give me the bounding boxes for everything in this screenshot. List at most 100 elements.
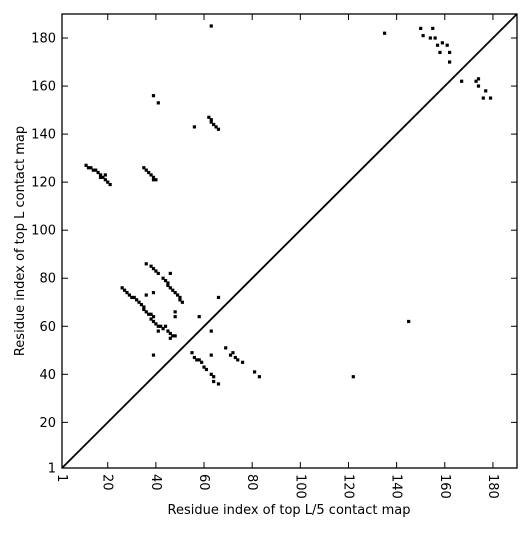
contact-point xyxy=(163,324,168,328)
contact-point xyxy=(156,324,160,328)
diagonal-reference-line xyxy=(61,13,518,469)
contact-point xyxy=(132,295,136,300)
contact-point xyxy=(149,264,153,268)
contact-point xyxy=(86,166,91,170)
contact-point xyxy=(147,170,151,175)
contact-point xyxy=(407,319,411,324)
y-tick-label: 60 xyxy=(39,320,56,335)
contact-point xyxy=(460,79,464,83)
contact-point xyxy=(151,94,156,98)
contact-point xyxy=(139,303,144,307)
contact-point xyxy=(224,346,228,350)
contact-point xyxy=(161,327,165,331)
plot-area-frame xyxy=(61,13,518,469)
contact-point xyxy=(166,281,170,285)
contact-point xyxy=(120,286,124,290)
contact-point xyxy=(101,175,105,179)
contact-point xyxy=(171,334,175,338)
contact-point xyxy=(168,336,172,340)
contact-point xyxy=(168,271,172,276)
contact-point xyxy=(142,305,146,309)
contact-point xyxy=(144,310,148,314)
contact-point xyxy=(144,168,148,172)
x-tick-label: 80 xyxy=(244,474,259,491)
contact-point xyxy=(447,60,452,64)
contact-point xyxy=(192,355,197,360)
contact-point xyxy=(149,173,153,177)
contact-point xyxy=(209,24,213,28)
contact-point xyxy=(202,365,206,369)
contact-point xyxy=(154,178,158,182)
contact-point xyxy=(476,77,481,81)
contact-point xyxy=(474,79,478,83)
y-tick-label: 140 xyxy=(31,128,56,143)
y-tick-label: 40 xyxy=(39,368,56,383)
y-axis-label: Residue index of top L contact map xyxy=(13,126,28,356)
contact-point xyxy=(156,101,160,105)
contact-point xyxy=(151,178,156,182)
y-tick-label: 180 xyxy=(31,32,56,47)
contact-point xyxy=(484,89,488,93)
contact-point xyxy=(122,288,127,292)
contact-point xyxy=(236,358,240,362)
y-tick-label: 1 xyxy=(48,462,56,477)
contact-point xyxy=(91,168,95,172)
contact-point xyxy=(154,269,158,273)
contact-point xyxy=(180,300,184,304)
x-tick-label: 1 xyxy=(54,474,69,482)
contact-point xyxy=(476,84,481,88)
contact-point xyxy=(209,353,213,357)
contact-point xyxy=(156,329,160,333)
contact-point xyxy=(151,291,156,295)
contact-point xyxy=(209,118,213,122)
contact-point xyxy=(98,173,103,177)
contact-point xyxy=(173,310,177,314)
contact-point xyxy=(130,295,134,300)
contact-point xyxy=(84,163,88,167)
contact-point xyxy=(421,34,425,38)
x-tick-label: 140 xyxy=(389,474,404,499)
contact-point xyxy=(190,351,194,355)
contact-point xyxy=(173,315,177,319)
contact-point xyxy=(154,322,158,326)
contact-point xyxy=(108,182,112,187)
contact-point xyxy=(431,26,435,31)
contact-point xyxy=(156,271,160,276)
contact-point xyxy=(252,370,257,374)
contact-point xyxy=(151,319,156,324)
contact-point xyxy=(98,175,103,179)
x-tick-label: 20 xyxy=(100,474,115,491)
contact-point xyxy=(166,329,170,333)
contact-point xyxy=(435,43,440,47)
contact-point xyxy=(144,262,148,266)
contact-point xyxy=(173,334,177,338)
contact-point xyxy=(192,125,197,129)
contact-point xyxy=(197,358,201,362)
contact-point xyxy=(151,267,156,271)
contact-point xyxy=(445,43,449,47)
x-tick-label: 120 xyxy=(340,474,355,499)
contact-point xyxy=(161,276,165,280)
contact-point xyxy=(94,168,98,172)
contact-point xyxy=(149,317,153,321)
contact-point xyxy=(212,379,216,384)
contact-point xyxy=(168,331,172,336)
contact-point xyxy=(103,173,107,177)
x-tick-label: 40 xyxy=(148,474,163,491)
contact-points xyxy=(84,24,493,386)
x-tick-label: 60 xyxy=(196,474,211,491)
contact-point xyxy=(216,295,221,300)
contact-point xyxy=(103,178,107,182)
contact-point xyxy=(195,358,199,362)
contact-point xyxy=(166,283,170,288)
contact-point xyxy=(433,36,437,40)
contact-point xyxy=(428,36,432,40)
contact-point xyxy=(212,375,216,379)
contact-point xyxy=(440,41,444,45)
contact-point xyxy=(209,329,213,333)
contact-point xyxy=(173,291,177,295)
contact-point xyxy=(125,291,129,295)
